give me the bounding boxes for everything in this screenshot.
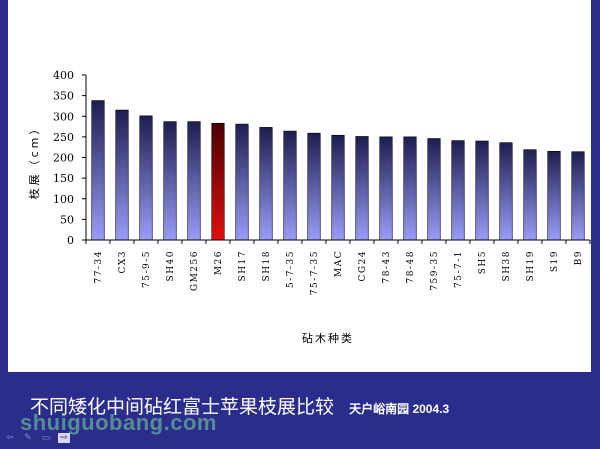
bar-S19 [547,151,561,241]
bar-78-43 [379,136,393,241]
bar-75-9-5 [139,115,153,241]
bar-GM256 [187,121,201,241]
x-tick-label-75-7-35: 75-7-35 [310,250,320,295]
x-tick-label-SH40: SH40 [166,250,176,281]
x-tick-label-SH18: SH18 [262,250,272,281]
x-tick-label-75-9-5: 75-9-5 [142,250,152,288]
caption-title: 不同矮化中间砧红富士苹果枝展比较 [30,396,335,418]
x-tick-label-75-7-1: 75-7-1 [454,250,464,288]
watermark: shuiguobang.com [20,410,217,435]
y-tick-label: 200 [53,152,74,165]
caption-source: 天户峪南园 2004.3 [349,402,450,416]
slide-panel [8,0,591,372]
y-axis-ticks: 0 50 100 150 200 250 300 350 400 [53,69,86,247]
y-tick-label: 250 [53,131,74,144]
x-tick-label-SH17: SH17 [238,250,248,281]
x-tick-label-5-7-35: 5-7-35 [286,250,296,288]
x-tick-label-SH5: SH5 [478,250,488,274]
bar-75-7-1 [451,140,465,241]
y-tick-label: 50 [60,213,74,226]
y-tick-label: 300 [53,110,74,123]
x-tick-label-759-35: 759-35 [430,250,440,291]
bar-75-7-35 [307,132,321,241]
bar-M26 [211,122,225,241]
y-tick-label: 350 [53,90,74,103]
x-tick-label-SH19: SH19 [526,250,536,281]
y-tick-label: 0 [67,234,74,247]
x-tick-label-77-34: 77-34 [94,250,104,283]
bar-SH5 [475,140,489,241]
y-tick-label: 150 [53,172,74,185]
x-axis-labels: 77-34 CX3 75-9-5 SH40 GM256 M26 SH17 SH18 5-7-35… [85,240,591,295]
y-axis-title: 枝展（cm） [27,121,41,200]
bar-78-48 [403,136,417,241]
x-tick-label-B9: B9 [574,250,584,265]
y-tick-label: 100 [53,193,74,206]
x-tick-label-CX3: CX3 [118,250,128,274]
x-axis-title: 砧木种类 [302,331,354,345]
bar-B9 [571,151,585,241]
bar-SH38 [499,142,513,241]
bar-759-35 [427,138,441,241]
x-tick-label-SH38: SH38 [502,250,512,281]
menu-icon[interactable]: ▭ [41,433,51,443]
bar-SH18 [259,127,273,241]
back-arrow-icon[interactable]: ⇦ [6,433,14,443]
slide-caption: 不同矮化中间砧红富士苹果枝展比较 天户峪南园 2004.3 [30,392,590,422]
slide-nav-bar: ⇦ ✎ ▭ ⇨ [4,433,70,443]
x-tick-label-78-43: 78-43 [382,250,392,283]
bar-chart: 0 50 100 150 200 250 300 350 400 77-34 CX3 75-9-5 S… [27,69,591,345]
bar-SH17 [235,123,249,241]
x-tick-label-78-48: 78-48 [406,250,416,283]
next-arrow-icon[interactable]: ⇨ [58,433,70,443]
bar-5-7-35 [283,130,297,241]
bar-SH19 [523,149,537,241]
bar-CG24 [355,136,369,241]
pen-icon[interactable]: ✎ [24,433,32,443]
x-tick-label-S19: S19 [550,250,560,272]
x-tick-label-CG24: CG24 [358,250,368,282]
bar-MAC [331,134,345,241]
bar-77-34 [91,100,105,241]
bar-CX3 [115,109,129,241]
y-tick-label: 400 [53,69,74,82]
x-tick-label-M26: M26 [214,250,224,275]
x-tick-label-GM256: GM256 [190,250,200,291]
bar-series [91,100,585,241]
bar-SH40 [163,121,177,241]
x-tick-label-MAC: MAC [334,250,344,277]
